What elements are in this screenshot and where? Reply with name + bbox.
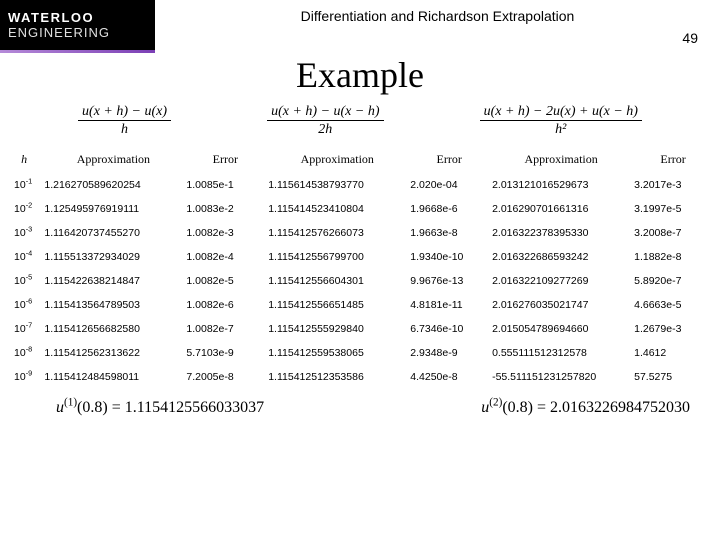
cell-error: 1.0082e-3 xyxy=(184,221,266,245)
cell-approx: -55.511151231257820 xyxy=(490,365,632,389)
cell-error: 4.8181e-11 xyxy=(408,293,490,317)
cell-error: 1.0082e-5 xyxy=(184,269,266,293)
page-number: 49 xyxy=(682,30,698,46)
cell-error: 9.9676e-13 xyxy=(408,269,490,293)
cell-h: 10-4 xyxy=(6,245,42,269)
cell-approx: 0.555111512312578 xyxy=(490,341,632,365)
cell-approx: 1.115422638214847 xyxy=(42,269,184,293)
table-row: 10-41.1155133729340291.0082e-41.11541255… xyxy=(6,245,714,269)
table-row: 10-71.1154126566825801.0082e-71.11541255… xyxy=(6,317,714,341)
table-row: 10-31.1164207374552701.0082e-31.11541257… xyxy=(6,221,714,245)
cell-error: 3.2017e-3 xyxy=(632,173,714,197)
logo-text-bottom: ENGINEERING xyxy=(8,25,155,40)
slide-topic: Differentiation and Richardson Extrapola… xyxy=(155,0,720,24)
formula-second-diff: u(x + h) − 2u(x) + u(x − h) h² xyxy=(480,104,642,138)
cell-h: 10-1 xyxy=(6,173,42,197)
table-row: 10-61.1154135647895031.0082e-61.11541255… xyxy=(6,293,714,317)
cell-approx: 2.016322686593242 xyxy=(490,245,632,269)
col-header-approx: Approximation xyxy=(490,146,632,173)
table-row: 10-81.1154125623136225.7103e-91.11541255… xyxy=(6,341,714,365)
cell-error: 1.0083e-2 xyxy=(184,197,266,221)
logo-text-top: WATERLOO xyxy=(8,10,155,25)
cell-error: 1.0082e-4 xyxy=(184,245,266,269)
col-header-h: h xyxy=(6,146,42,173)
cell-error: 1.4612 xyxy=(632,341,714,365)
table-row: 10-91.1154124845980117.2005e-81.11541251… xyxy=(6,365,714,389)
formula-central-diff: u(x + h) − u(x − h) 2h xyxy=(267,104,383,138)
cell-error: 3.2008e-7 xyxy=(632,221,714,245)
cell-error: 6.7346e-10 xyxy=(408,317,490,341)
cell-approx: 1.115412559538065 xyxy=(266,341,408,365)
waterloo-logo: WATERLOO ENGINEERING xyxy=(0,0,155,50)
cell-error: 7.2005e-8 xyxy=(184,365,266,389)
cell-approx: 1.115412576266073 xyxy=(266,221,408,245)
cell-h: 10-3 xyxy=(6,221,42,245)
table-row: 10-21.1254959769191111.0083e-21.11541452… xyxy=(6,197,714,221)
cell-error: 1.0085e-1 xyxy=(184,173,266,197)
cell-error: 1.9663e-8 xyxy=(408,221,490,245)
cell-approx: 1.115513372934029 xyxy=(42,245,184,269)
cell-approx: 1.125495976919111 xyxy=(42,197,184,221)
cell-error: 1.0082e-7 xyxy=(184,317,266,341)
col-header-error: Error xyxy=(184,146,266,173)
cell-approx: 1.116420737455270 xyxy=(42,221,184,245)
cell-error: 1.9340e-10 xyxy=(408,245,490,269)
cell-approx: 1.115413564789503 xyxy=(42,293,184,317)
cell-error: 1.9668e-6 xyxy=(408,197,490,221)
slide-title: Example xyxy=(0,54,720,96)
data-table: h Approximation Error Approximation Erro… xyxy=(6,146,714,389)
cell-h: 10-8 xyxy=(6,341,42,365)
cell-approx: 1.115412484598011 xyxy=(42,365,184,389)
cell-error: 4.6663e-5 xyxy=(632,293,714,317)
col-header-approx: Approximation xyxy=(42,146,184,173)
cell-approx: 2.016290701661316 xyxy=(490,197,632,221)
table-row: 10-11.2162705896202541.0085e-11.11561453… xyxy=(6,173,714,197)
cell-error: 2.9348e-9 xyxy=(408,341,490,365)
cell-approx: 1.115412556604301 xyxy=(266,269,408,293)
cell-approx: 1.115412656682580 xyxy=(42,317,184,341)
footer-results: u(1)(0.8) = 1.1154125566033037 u(2)(0.8)… xyxy=(0,389,720,417)
cell-approx: 1.115414523410804 xyxy=(266,197,408,221)
result-u2: u(2)(0.8) = 2.0163226984752030 xyxy=(481,399,690,417)
cell-approx: 1.115412555929840 xyxy=(266,317,408,341)
cell-error: 57.5275 xyxy=(632,365,714,389)
cell-approx: 2.013121016529673 xyxy=(490,173,632,197)
cell-approx: 2.016276035021747 xyxy=(490,293,632,317)
logo-accent-bar xyxy=(0,50,155,53)
cell-h: 10-6 xyxy=(6,293,42,317)
cell-h: 10-2 xyxy=(6,197,42,221)
cell-approx: 1.115412562313622 xyxy=(42,341,184,365)
cell-error: 1.0082e-6 xyxy=(184,293,266,317)
col-header-error: Error xyxy=(632,146,714,173)
cell-approx: 1.115614538793770 xyxy=(266,173,408,197)
cell-error: 2.020e-04 xyxy=(408,173,490,197)
formula-row: u(x + h) − u(x) h u(x + h) − u(x − h) 2h… xyxy=(0,104,720,146)
cell-error: 3.1997e-5 xyxy=(632,197,714,221)
table-row: 10-51.1154226382148471.0082e-51.11541255… xyxy=(6,269,714,293)
cell-error: 1.2679e-3 xyxy=(632,317,714,341)
result-u1: u(1)(0.8) = 1.1154125566033037 xyxy=(56,399,264,417)
cell-h: 10-9 xyxy=(6,365,42,389)
cell-h: 10-5 xyxy=(6,269,42,293)
cell-approx: 2.016322109277269 xyxy=(490,269,632,293)
cell-h: 10-7 xyxy=(6,317,42,341)
cell-error: 5.8920e-7 xyxy=(632,269,714,293)
col-header-approx: Approximation xyxy=(266,146,408,173)
cell-approx: 1.216270589620254 xyxy=(42,173,184,197)
cell-error: 1.1882e-8 xyxy=(632,245,714,269)
cell-approx: 1.115412556651485 xyxy=(266,293,408,317)
cell-approx: 1.115412556799700 xyxy=(266,245,408,269)
col-header-error: Error xyxy=(408,146,490,173)
cell-error: 5.7103e-9 xyxy=(184,341,266,365)
cell-error: 4.4250e-8 xyxy=(408,365,490,389)
table-header-row: h Approximation Error Approximation Erro… xyxy=(6,146,714,173)
cell-approx: 2.015054789694660 xyxy=(490,317,632,341)
cell-approx: 2.016322378395330 xyxy=(490,221,632,245)
formula-forward-diff: u(x + h) − u(x) h xyxy=(78,104,171,138)
cell-approx: 1.115412512353586 xyxy=(266,365,408,389)
